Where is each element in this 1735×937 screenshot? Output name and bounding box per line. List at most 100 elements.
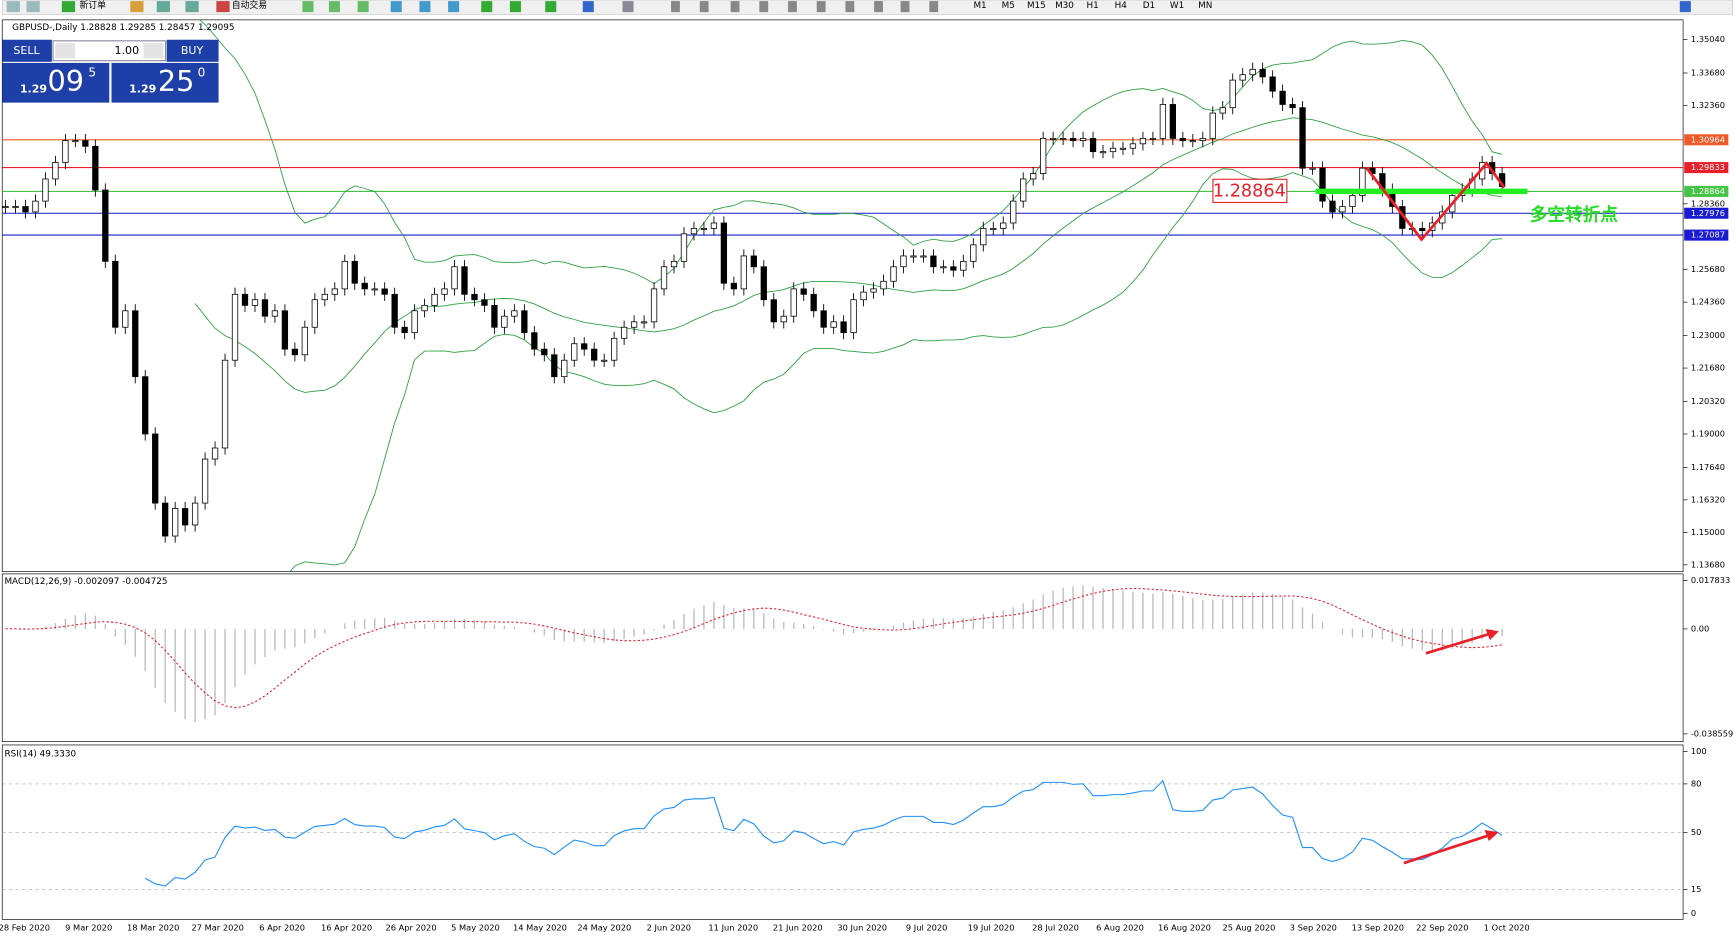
rsi-tick-label: 100: [1691, 746, 1707, 756]
icon[interactable]: [185, 1, 199, 13]
lots-input[interactable]: [52, 40, 167, 62]
icon[interactable]: [582, 1, 594, 13]
date-label: 13 Sep 2020: [1352, 923, 1404, 933]
icon[interactable]: [357, 1, 369, 13]
timeframe-button[interactable]: D1: [1143, 1, 1155, 11]
sell-price-box[interactable]: [2, 62, 110, 103]
timeframe-button[interactable]: H4: [1115, 1, 1128, 11]
candle-body: [820, 310, 827, 328]
price-tick-label: 1.23000: [1691, 330, 1725, 340]
price-tick-label: 1.33680: [1691, 67, 1725, 77]
price-tick-label: 1.13680: [1691, 559, 1725, 569]
icon[interactable]: [481, 1, 493, 13]
icon[interactable]: [788, 1, 797, 13]
icon[interactable]: [874, 1, 883, 13]
icon[interactable]: [156, 1, 170, 13]
icon[interactable]: [419, 1, 431, 13]
macd-tick-label: -0.038559: [1691, 728, 1733, 738]
icon[interactable]: [328, 1, 340, 13]
new-order-button[interactable]: 新订单: [79, 0, 106, 11]
timeframe-button[interactable]: M5: [1002, 1, 1015, 11]
candle-body: [890, 266, 897, 282]
candle-body: [1269, 76, 1276, 92]
icon[interactable]: [622, 1, 634, 13]
icon[interactable]: [845, 1, 855, 13]
timeframe-button[interactable]: W1: [1170, 1, 1184, 11]
timeframe-button[interactable]: MN: [1198, 1, 1212, 11]
icon[interactable]: [816, 1, 826, 13]
icon[interactable]: [509, 1, 521, 13]
candle-body: [142, 376, 149, 435]
sell-label[interactable]: SELL: [13, 44, 40, 57]
timeframe-button[interactable]: M1: [973, 1, 986, 11]
candle-body: [780, 315, 787, 323]
price-tick-label: 1.15000: [1691, 527, 1725, 537]
icon[interactable]: [759, 1, 769, 13]
timeframe-button[interactable]: M30: [1055, 1, 1074, 11]
macd-signal: [5, 587, 1503, 709]
timeframe-button[interactable]: H1: [1087, 1, 1099, 11]
icon[interactable]: [390, 1, 402, 13]
icon[interactable]: [448, 1, 460, 13]
level-label-box: [1684, 207, 1729, 219]
candle-body: [1010, 200, 1017, 224]
candle-body: [740, 255, 747, 290]
candle-body: [1149, 138, 1157, 140]
candle-body: [211, 447, 219, 460]
icon[interactable]: [671, 1, 680, 13]
date-label: 9 Jul 2020: [906, 923, 948, 933]
timeframe-button[interactable]: M15: [1027, 1, 1046, 11]
candle-body: [1049, 138, 1057, 140]
icon[interactable]: [900, 1, 910, 13]
icon[interactable]: [929, 1, 939, 13]
candle-body: [461, 266, 468, 295]
sell-button[interactable]: [2, 39, 52, 62]
candle-body: [1309, 167, 1316, 170]
date-label: 28 Feb 2020: [0, 923, 50, 933]
candle-body: [900, 255, 907, 268]
candle-body: [1119, 147, 1127, 150]
buy-price-frac: 0: [198, 65, 206, 79]
icon[interactable]: [302, 1, 314, 13]
level-label: 1.27087: [1691, 230, 1725, 240]
lots-value[interactable]: 1.00: [115, 44, 140, 57]
spin-down[interactable]: [55, 43, 76, 59]
candle-body: [840, 321, 847, 334]
rsi-panel: [1, 744, 1684, 920]
buy-price-box[interactable]: [111, 62, 219, 103]
candle-body: [640, 321, 648, 324]
date-label: 19 Jul 2020: [968, 923, 1015, 933]
price-tick-label: 1.35040: [1691, 34, 1725, 44]
level-label-box: [1684, 229, 1729, 241]
icon[interactable]: [61, 1, 76, 13]
candle-body: [191, 502, 199, 526]
candle-body: [2, 206, 9, 209]
icon[interactable]: [130, 1, 144, 13]
buy-button[interactable]: [166, 39, 219, 62]
chart-header: GBPUSD-,Daily 1.28828 1.29285 1.28457 1.…: [12, 23, 234, 33]
buy-label[interactable]: BUY: [181, 44, 204, 57]
candle-body: [1229, 79, 1236, 109]
icon[interactable]: [26, 1, 40, 13]
icon[interactable]: [545, 1, 557, 13]
icon[interactable]: [699, 1, 709, 13]
candle-body: [1069, 138, 1077, 141]
candle-body: [401, 326, 408, 334]
rsi-tick-label: 15: [1691, 884, 1702, 894]
rsi-tick-label: 0: [1691, 908, 1696, 918]
date-label: 21 Jun 2020: [773, 923, 823, 933]
order-panel: SELL 1.00 BUY 1.29 09 5 1.29 25 0: [2, 39, 219, 103]
rsi-header: RSI(14) 49.3330: [4, 749, 76, 759]
icon[interactable]: [1679, 1, 1691, 13]
candle-body: [231, 293, 239, 361]
auto-trading-button[interactable]: 自动交易: [232, 0, 267, 11]
candle-body: [1259, 68, 1266, 78]
icon[interactable]: [216, 1, 230, 13]
icon[interactable]: [6, 1, 20, 13]
date-label: 26 Apr 2020: [385, 923, 436, 933]
candle-body: [62, 140, 69, 163]
icon[interactable]: [730, 1, 740, 13]
candle-body: [1139, 138, 1147, 145]
spin-up[interactable]: [143, 43, 164, 59]
rsi-arrow: [1403, 833, 1493, 865]
